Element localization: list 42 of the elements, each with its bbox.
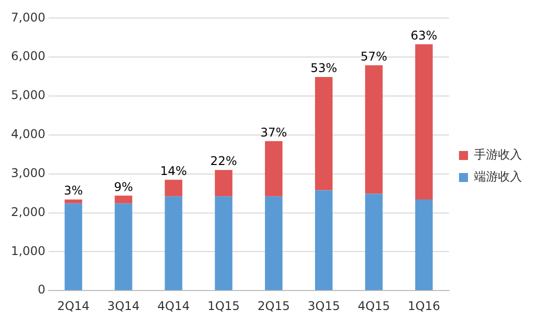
- x-tick-label: 4Q14: [157, 298, 190, 313]
- x-tick-label: 4Q15: [358, 298, 390, 313]
- x-tick-label: 2Q15: [258, 298, 290, 313]
- y-tick-label: 5,000: [10, 88, 46, 102]
- annotation: 9%: [114, 180, 133, 194]
- legend-label: 手游收入: [474, 148, 522, 162]
- bar: [365, 194, 383, 290]
- bar: [264, 141, 282, 196]
- bar: [114, 196, 132, 204]
- legend-label: 端游收入: [474, 170, 522, 184]
- bar: [214, 170, 232, 196]
- y-tick-label: 3,000: [10, 166, 46, 180]
- bar: [315, 190, 333, 290]
- x-tick-label: 3Q14: [107, 298, 140, 313]
- annotation: 63%: [410, 28, 438, 42]
- y-tick-label: 4,000: [10, 127, 46, 142]
- bar: [365, 65, 383, 194]
- annotation: 3%: [64, 184, 83, 198]
- bar: [415, 200, 433, 290]
- y-tick-label: 1,000: [10, 244, 46, 258]
- annotation: 22%: [210, 154, 237, 168]
- bar: [315, 76, 333, 190]
- annotation: 14%: [160, 164, 187, 178]
- bar: [415, 44, 433, 200]
- x-tick-label: 1Q16: [408, 298, 440, 313]
- x-tick-label: 2Q14: [57, 298, 90, 313]
- annotation: 53%: [310, 61, 338, 76]
- x-tick-label: 1Q15: [207, 298, 240, 313]
- y-tick-label: 6,000: [10, 49, 46, 64]
- bar: [164, 196, 182, 290]
- y-tick-label: 0: [38, 282, 46, 297]
- annotation: 37%: [260, 125, 288, 140]
- bar: [264, 196, 282, 290]
- bar: [164, 180, 182, 196]
- bar: [114, 203, 132, 290]
- bar: [214, 196, 232, 290]
- y-tick-label: 2,000: [10, 204, 46, 219]
- annotation: 57%: [360, 49, 388, 64]
- x-tick-label: 3Q15: [308, 298, 340, 313]
- y-tick-label: 7,000: [10, 10, 46, 24]
- bar: [64, 203, 82, 290]
- bar: [64, 200, 82, 204]
